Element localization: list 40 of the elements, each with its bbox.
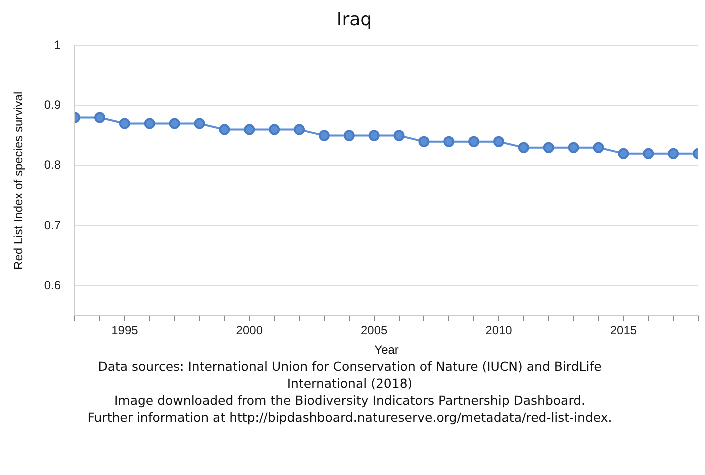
point (593, 142, 604, 154)
text: Further information at http://bipdashboard.natureserve.org/metadata/red-list-index. (86, 409, 614, 426)
chart-title: Iraq (336, 9, 372, 30)
point (418, 136, 430, 148)
x-tick-label: 2000 (236, 324, 264, 338)
x-tick-label: 2010 (486, 324, 513, 338)
point (269, 124, 280, 136)
point (344, 130, 355, 142)
point (618, 148, 630, 160)
y-tick-label: 1 (54, 38, 62, 52)
point (294, 124, 306, 136)
text: Data sources: International Union for Conservation of Nature (IUCN) and BirdLife International (2018) (97, 358, 603, 392)
point (94, 112, 106, 124)
text: Image downloaded from the Biodiversity Indicators Partnership Dashboard. (113, 392, 587, 409)
point (318, 130, 330, 142)
point (119, 118, 130, 130)
point (668, 148, 680, 160)
point (169, 118, 180, 130)
y-tick-label: 0.8 (44, 158, 62, 172)
point (518, 142, 530, 154)
y-axis-title: Red List Index of species survival (12, 92, 26, 270)
y-tick-label: 0.6 (44, 278, 62, 292)
point (543, 142, 554, 154)
point (494, 136, 505, 148)
x-tick-label: 1995 (112, 324, 139, 338)
x-tick-label: 2005 (360, 324, 388, 338)
point (444, 136, 455, 148)
point (144, 118, 156, 130)
x-axis-title: Year (374, 343, 399, 358)
point (468, 136, 480, 148)
point (568, 142, 580, 154)
y-tick-label: 0.9 (44, 98, 62, 112)
y-tick-label: 0.7 (44, 218, 62, 232)
point (368, 130, 380, 142)
x-tick-label: 2015 (610, 324, 638, 338)
point (643, 148, 654, 160)
point (219, 124, 230, 136)
point (244, 124, 256, 136)
point (394, 130, 405, 142)
point (194, 118, 206, 130)
